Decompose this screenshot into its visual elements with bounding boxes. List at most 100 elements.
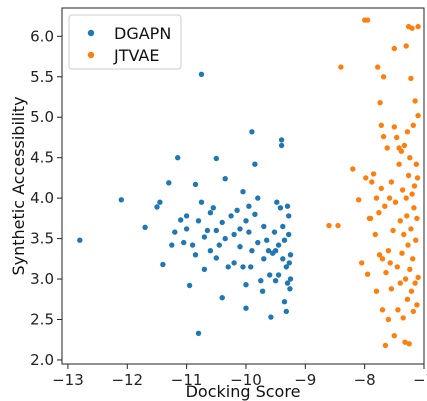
jtvae-point-31 bbox=[385, 316, 392, 323]
jtvae-point-47 bbox=[397, 218, 403, 224]
jtvae-point-34 bbox=[387, 260, 393, 266]
dgapn-point-66 bbox=[271, 229, 278, 235]
jtvae-point-21 bbox=[378, 122, 384, 128]
jtvae-point-52 bbox=[400, 315, 406, 321]
dgapn-point-44 bbox=[240, 264, 246, 270]
y-axis: 2.0 2.5 3.0 3.5 4.0 4.5 5.0 5.5 6.0 bbox=[30, 27, 62, 369]
y-tick-label: 5.0 bbox=[30, 108, 54, 126]
x-tick-label: −7 bbox=[413, 371, 427, 389]
dgapn-point-78 bbox=[281, 299, 288, 305]
x-tick-label: −9 bbox=[294, 371, 316, 389]
jtvae-point-58 bbox=[403, 43, 409, 49]
jtvae-point-48 bbox=[397, 280, 403, 286]
jtvae-point-29 bbox=[383, 269, 389, 276]
jtvae-point-3 bbox=[350, 166, 356, 172]
jtvae-point-12 bbox=[369, 179, 375, 185]
dgapn-point-61 bbox=[264, 237, 270, 243]
jtvae-point-66 bbox=[407, 266, 413, 272]
dgapn-point-51 bbox=[249, 129, 255, 135]
dgapn-point-40 bbox=[234, 207, 240, 213]
jtvae-point-37 bbox=[390, 227, 396, 234]
dgapn-point-19 bbox=[195, 218, 202, 224]
dgapn-point-83 bbox=[286, 213, 292, 219]
dgapn-point-85 bbox=[286, 260, 292, 266]
jtvae-point-9 bbox=[364, 271, 371, 277]
jtvae-point-49 bbox=[398, 148, 405, 154]
dgapn-point-14 bbox=[186, 282, 193, 289]
dgapn-point-75 bbox=[280, 223, 286, 230]
jtvae-point-43 bbox=[394, 264, 400, 270]
dgapn-point-32 bbox=[219, 219, 225, 226]
y-tick-label: 5.5 bbox=[30, 68, 54, 86]
dgapn-point-16 bbox=[192, 181, 199, 188]
jtvae-point-60 bbox=[404, 129, 411, 135]
y-tick-label: 2.0 bbox=[30, 351, 54, 369]
dgapn-point-73 bbox=[278, 137, 285, 143]
legend: DGAPN JTVAE bbox=[68, 14, 182, 70]
plot-area-frame bbox=[61, 7, 425, 365]
jtvae-point-82 bbox=[414, 302, 420, 308]
legend-label-jtvae: JTVAE bbox=[113, 46, 159, 65]
dgapn-point-9 bbox=[175, 155, 181, 161]
jtvae-point-68 bbox=[408, 75, 414, 82]
dgapn-point-36 bbox=[225, 264, 231, 270]
jtvae-point-42 bbox=[394, 134, 400, 141]
dgapn-point-38 bbox=[231, 231, 237, 238]
jtvae-point-61 bbox=[404, 296, 411, 302]
y-tick-label: 4.0 bbox=[30, 189, 54, 207]
jtvae-point-69 bbox=[408, 226, 414, 232]
dgapn-point-79 bbox=[283, 264, 289, 270]
jtvae-point-20 bbox=[377, 100, 383, 106]
dgapn-point-33 bbox=[219, 295, 225, 301]
jtvae-point-4 bbox=[356, 197, 362, 203]
dgapn-point-49 bbox=[246, 229, 252, 235]
jtvae-point-36 bbox=[388, 286, 395, 292]
y-tick-label: 6.0 bbox=[30, 27, 54, 45]
jtvae-point-14 bbox=[372, 231, 378, 238]
jtvae-point-16 bbox=[373, 288, 380, 294]
dgapn-point-41 bbox=[237, 226, 243, 232]
dgapn-point-86 bbox=[287, 286, 293, 292]
jtvae-point-35 bbox=[388, 179, 395, 185]
dgapn-point-21 bbox=[198, 199, 205, 205]
jtvae-point-74 bbox=[410, 122, 416, 128]
jtvae-point-67 bbox=[407, 155, 413, 161]
dgapn-point-81 bbox=[284, 203, 291, 209]
jtvae-point-72 bbox=[409, 25, 415, 31]
dgapn-point-60 bbox=[261, 256, 267, 262]
jtvae-point-44 bbox=[395, 307, 401, 313]
dgapn-point-35 bbox=[222, 235, 228, 242]
jtvae-point-50 bbox=[399, 250, 405, 256]
dgapn-point-80 bbox=[283, 308, 289, 315]
jtvae-point-24 bbox=[379, 307, 386, 313]
dgapn-point-52 bbox=[249, 248, 255, 254]
dgapn-point-58 bbox=[259, 288, 266, 294]
dgapn-point-72 bbox=[277, 205, 284, 211]
dgapn-point-29 bbox=[213, 227, 219, 234]
dgapn-point-30 bbox=[213, 255, 219, 261]
dgapn-point-8 bbox=[172, 229, 178, 235]
dgapn-point-64 bbox=[268, 314, 274, 320]
dgapn-point-22 bbox=[201, 234, 208, 240]
jtvae-point-75 bbox=[410, 308, 416, 315]
dgapn-point-62 bbox=[265, 248, 272, 254]
jtvae-point-30 bbox=[384, 145, 390, 151]
dgapn-point-48 bbox=[246, 203, 252, 209]
dgapn-point-63 bbox=[267, 272, 273, 278]
jtvae-point-45 bbox=[396, 161, 402, 167]
dgapn-point-39 bbox=[231, 260, 237, 266]
jtvae-point-54 bbox=[401, 142, 408, 149]
jtvae-point-77 bbox=[411, 183, 418, 189]
jtvae-point-22 bbox=[378, 185, 384, 192]
dgapn-point-69 bbox=[274, 199, 280, 205]
jtvae-point-59 bbox=[404, 213, 410, 219]
dgapn-point-54 bbox=[252, 211, 258, 217]
jtvae-point-38 bbox=[391, 45, 397, 52]
dgapn-point-37 bbox=[228, 213, 234, 219]
jtvae-point-1 bbox=[335, 222, 341, 229]
dgapn-point-3 bbox=[154, 204, 160, 210]
x-tick-label: −11 bbox=[171, 371, 203, 389]
dgapn-point-6 bbox=[166, 180, 172, 186]
x-tick-label: −10 bbox=[230, 371, 262, 389]
